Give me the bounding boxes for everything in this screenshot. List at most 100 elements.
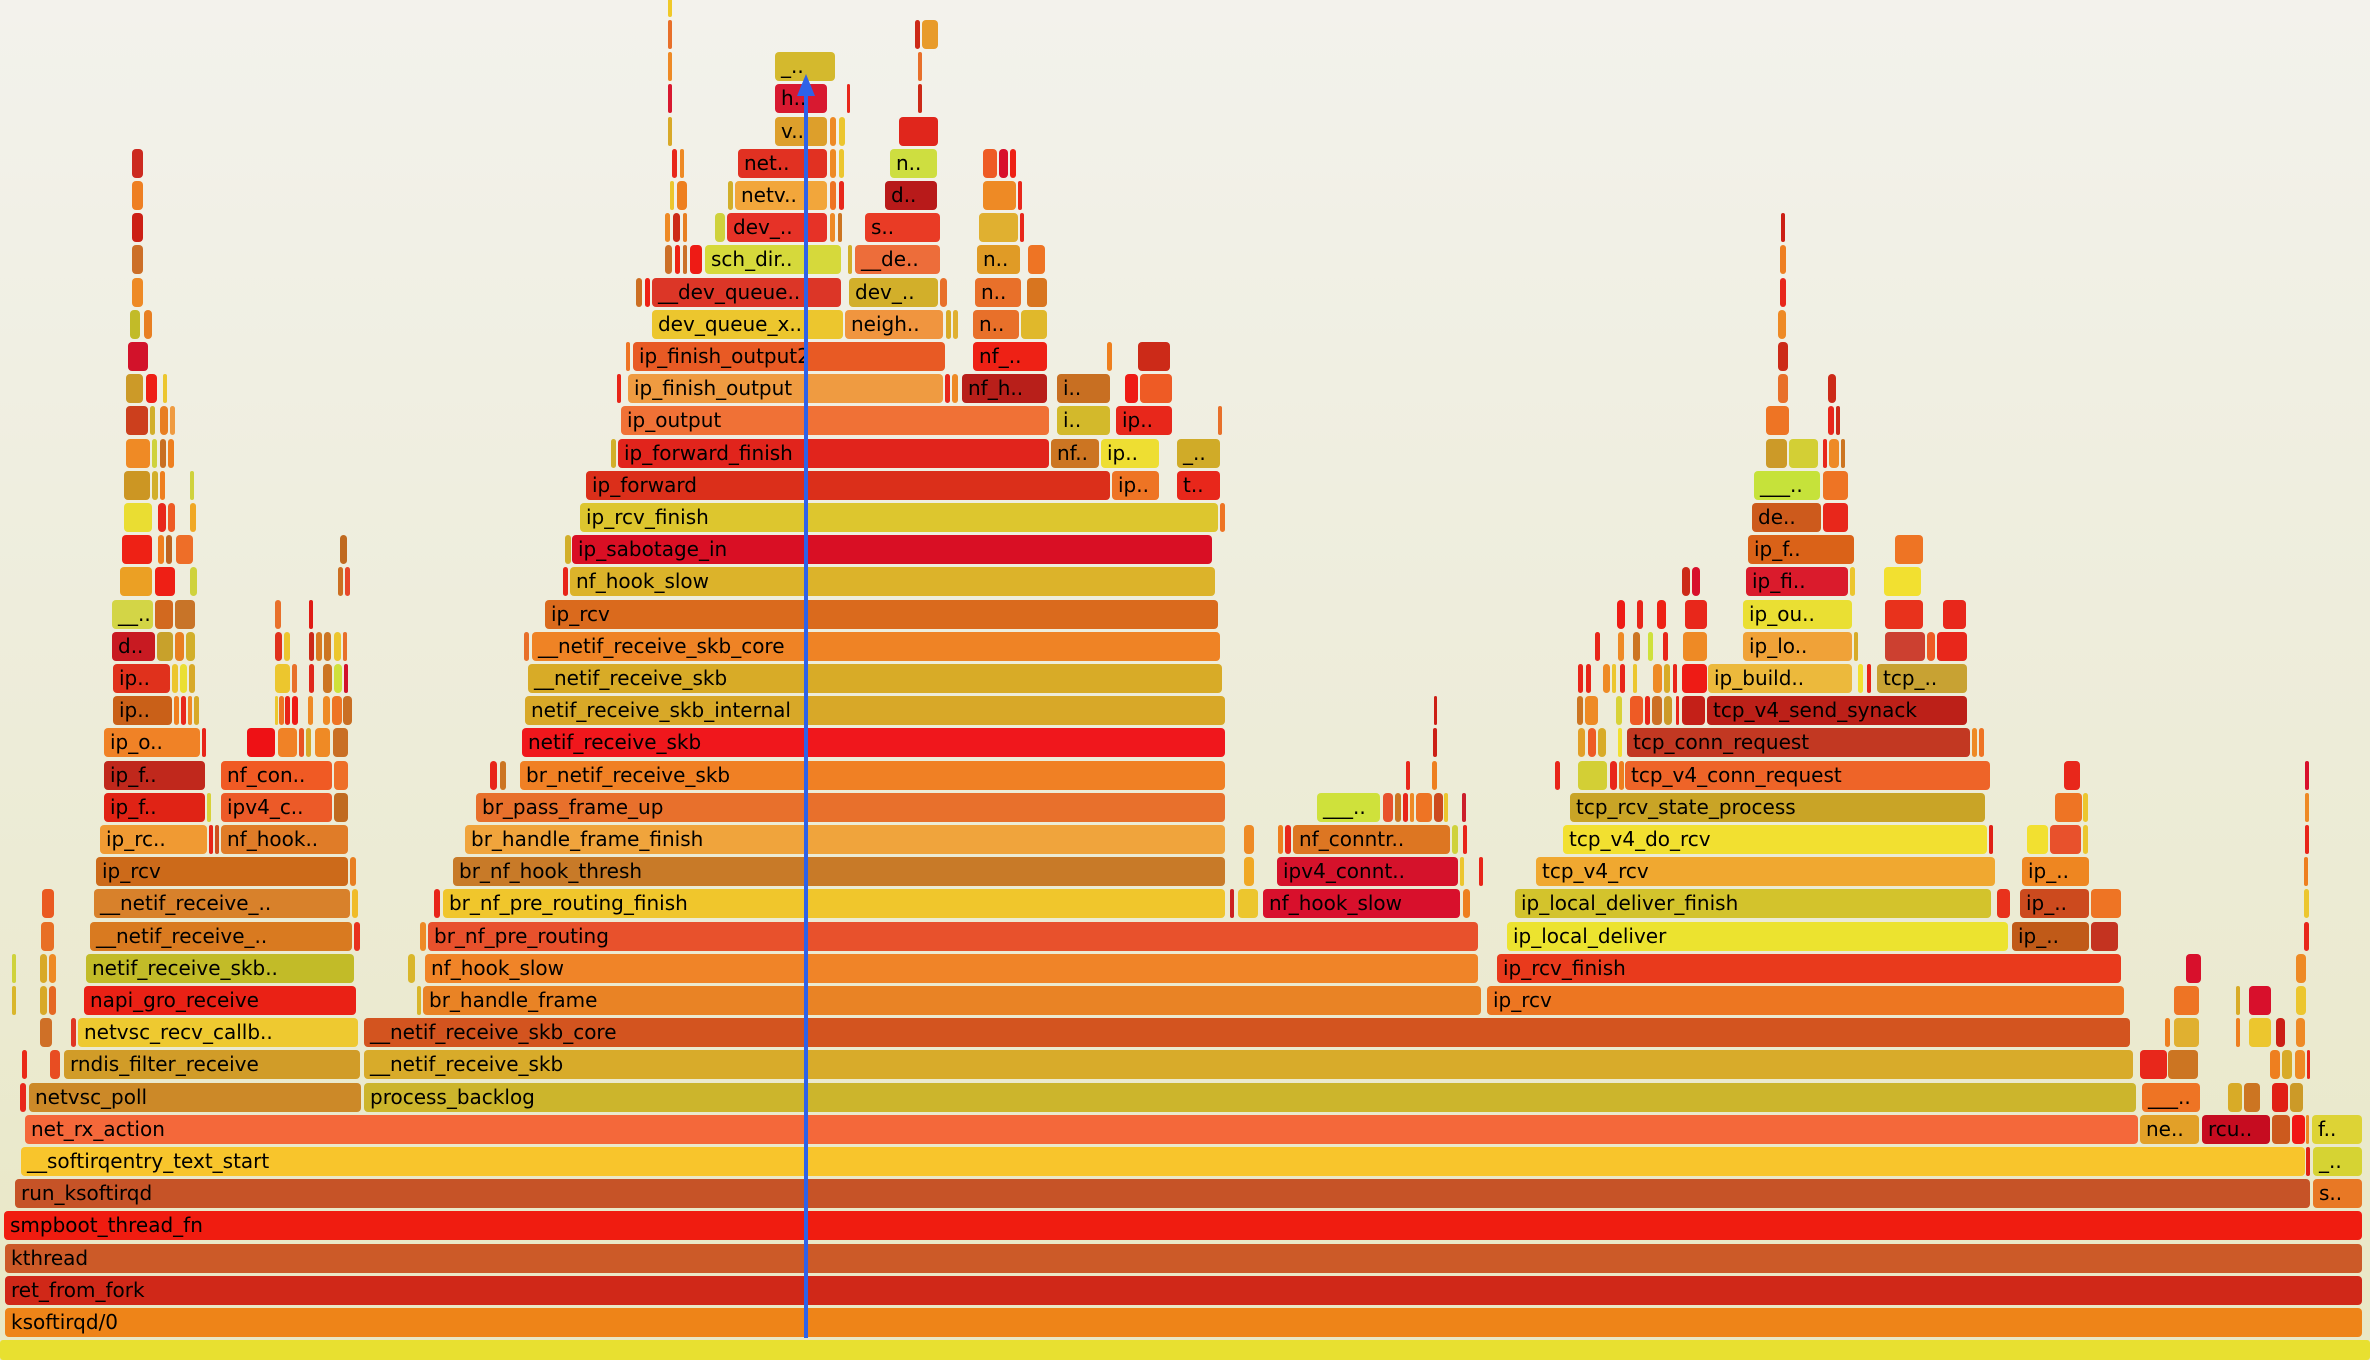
flame-frame-fragment[interactable] <box>279 696 284 726</box>
flame-frame-fragment[interactable] <box>1858 664 1863 693</box>
flame-frame-fragment[interactable] <box>829 148 836 178</box>
flame-frame-fragment[interactable] <box>668 20 672 49</box>
flame-frame-fragment[interactable] <box>1620 664 1625 693</box>
flame-frame-ip[interactable]: ip.. <box>113 696 172 726</box>
flame-frame-fragment[interactable] <box>1854 631 1858 661</box>
flame-frame-fragment[interactable] <box>194 696 199 726</box>
flame-frame-fragment[interactable] <box>338 567 343 597</box>
flame-frame-fragment[interactable] <box>323 664 332 693</box>
flame-frame-fragment[interactable] <box>160 470 165 500</box>
flame-frame-ip[interactable]: ip.. <box>1101 438 1159 468</box>
flame-frame-nf_con[interactable]: nf_con.. <box>221 760 332 790</box>
flame-frame-fragment[interactable] <box>1827 374 1836 404</box>
flame-frame-fragment[interactable] <box>1823 470 1848 500</box>
flame-frame-fragment[interactable] <box>132 277 143 307</box>
flame-frame-rndis_filter_receive[interactable]: rndis_filter_receive <box>63 1050 360 1080</box>
flame-frame-ip_[interactable]: ip_.. <box>2020 889 2089 919</box>
flame-frame-fragment[interactable] <box>1578 664 1583 693</box>
flame-frame-fragment[interactable] <box>334 664 342 693</box>
flame-frame-dev_[interactable]: dev_.. <box>727 213 827 243</box>
flame-frame-fragment[interactable] <box>2055 792 2082 822</box>
flame-frame-fragment[interactable] <box>829 116 836 146</box>
flame-frame-fragment[interactable] <box>1577 696 1583 726</box>
flame-frame-fragment[interactable] <box>120 567 152 597</box>
flame-frame-fragment[interactable] <box>2091 889 2121 919</box>
flame-frame-fragment[interactable] <box>19 1082 26 1112</box>
flame-frame-br_pass_frame_up[interactable]: br_pass_frame_up <box>476 792 1225 822</box>
flame-frame-fragment[interactable] <box>680 148 684 178</box>
flame-frame-fragment[interactable] <box>1943 599 1966 629</box>
flame-frame-fragment[interactable] <box>285 696 290 726</box>
flame-frame-fragment[interactable] <box>2249 1018 2271 1048</box>
flame-frame-br_handle_frame_finish[interactable]: br_handle_frame_finish <box>465 825 1225 854</box>
flame-frame-fragment[interactable] <box>1652 696 1662 726</box>
flame-frame-fragment[interactable] <box>315 728 330 758</box>
flame-frame-fragment[interactable] <box>2049 825 2081 854</box>
flame-frame-fragment[interactable] <box>189 567 197 597</box>
flame-frame-fragment[interactable] <box>728 181 733 210</box>
flame-frame-fragment[interactable] <box>565 535 571 565</box>
flame-frame-fragment[interactable] <box>1610 760 1617 790</box>
flame-frame-tcp_v4_rcv[interactable]: tcp_v4_rcv <box>1536 857 1995 887</box>
flame-frame-fragment[interactable] <box>616 374 621 404</box>
flame-frame-fragment[interactable] <box>343 696 352 726</box>
flame-frame-fragment[interactable] <box>2296 953 2306 983</box>
flame-frame-fragment[interactable] <box>668 84 672 114</box>
flame-frame-fragment[interactable] <box>1020 213 1024 243</box>
flame-frame-fragment[interactable] <box>125 438 150 468</box>
flame-frame-fragment[interactable] <box>1633 664 1637 693</box>
flame-frame-fragment[interactable] <box>1617 599 1625 629</box>
flame-frame-fragment[interactable] <box>124 470 150 500</box>
flame-frame-fragment[interactable] <box>1618 728 1622 758</box>
flame-frame-fragment[interactable] <box>1452 825 1458 854</box>
flame-frame-h[interactable]: h.. <box>775 84 827 114</box>
flame-frame-ip_output[interactable]: ip_output <box>621 406 1049 436</box>
flame-frame-fragment[interactable] <box>918 84 922 114</box>
flame-frame-fragment[interactable] <box>334 760 348 790</box>
flame-frame-fragment[interactable] <box>1972 728 1977 758</box>
flame-frame-fragment[interactable] <box>922 20 938 49</box>
flame-frame-fragment[interactable] <box>181 696 186 726</box>
flame-frame-ip_[interactable]: ip_.. <box>2021 857 2089 887</box>
flame-frame-fragment[interactable] <box>352 889 358 919</box>
flame-frame-fragment[interactable] <box>524 631 529 661</box>
flame-frame-fragment[interactable] <box>175 631 184 661</box>
flame-frame-fragment[interactable] <box>2174 1018 2199 1048</box>
flame-frame-fragment[interactable] <box>1927 631 1935 661</box>
flame-frame-fragment[interactable] <box>1766 438 1787 468</box>
flame-frame-fragment[interactable] <box>125 406 148 436</box>
flame-base-strip[interactable] <box>0 1340 2370 1360</box>
flame-frame-fragment[interactable] <box>1850 567 1855 597</box>
flame-frame-fragment[interactable] <box>2186 953 2201 983</box>
flame-frame-fragment[interactable] <box>172 664 178 693</box>
flame-frame-fragment[interactable] <box>2091 921 2118 951</box>
flame-frame-ip_local_deliver[interactable]: ip_local_deliver <box>1507 921 2008 951</box>
flame-frame-fragment[interactable] <box>1657 599 1666 629</box>
flame-frame-fragment[interactable] <box>202 728 206 758</box>
flame-frame-ksoftirqd0[interactable]: ksoftirqd/0 <box>4 1308 2362 1337</box>
flame-frame-fragment[interactable] <box>152 438 157 468</box>
flame-frame-fragment[interactable] <box>132 181 143 210</box>
flame-frame-tcp_conn_request[interactable]: tcp_conn_request <box>1627 728 1970 758</box>
flame-frame-__netif_receive_skb_core[interactable]: __netif_receive_skb_core <box>532 631 1220 661</box>
flame-frame-fragment[interactable] <box>127 342 148 371</box>
flame-frame-fragment[interactable] <box>1010 148 1016 178</box>
flame-frame-fragment[interactable] <box>1403 792 1408 822</box>
flame-frame-fragment[interactable] <box>1823 438 1827 468</box>
flame-frame-fragment[interactable] <box>1463 889 1470 919</box>
flame-frame-fragment[interactable] <box>675 245 680 275</box>
flame-frame-fragment[interactable] <box>162 374 167 404</box>
flame-frame-fragment[interactable] <box>1406 760 1410 790</box>
flame-frame-t[interactable]: t.. <box>1177 470 1220 500</box>
flame-frame-fragment[interactable] <box>175 599 195 629</box>
flame-frame-netif_receive_skb[interactable]: netif_receive_skb.. <box>86 953 354 983</box>
flame-frame-ip_forward_finish[interactable]: ip_forward_finish <box>618 438 1049 468</box>
flame-frame-fragment[interactable] <box>1238 889 1258 919</box>
flame-frame-ip_local_deliver_finish[interactable]: ip_local_deliver_finish <box>1515 889 1991 919</box>
flame-frame-fragment[interactable] <box>2083 792 2088 822</box>
flame-frame-fragment[interactable] <box>1244 857 1254 887</box>
flame-frame-fragment[interactable] <box>309 599 313 629</box>
flame-frame-fragment[interactable] <box>343 631 347 661</box>
flame-frame-fragment[interactable] <box>952 374 958 404</box>
flame-frame-nf_hook_slow[interactable]: nf_hook_slow <box>425 953 1478 983</box>
